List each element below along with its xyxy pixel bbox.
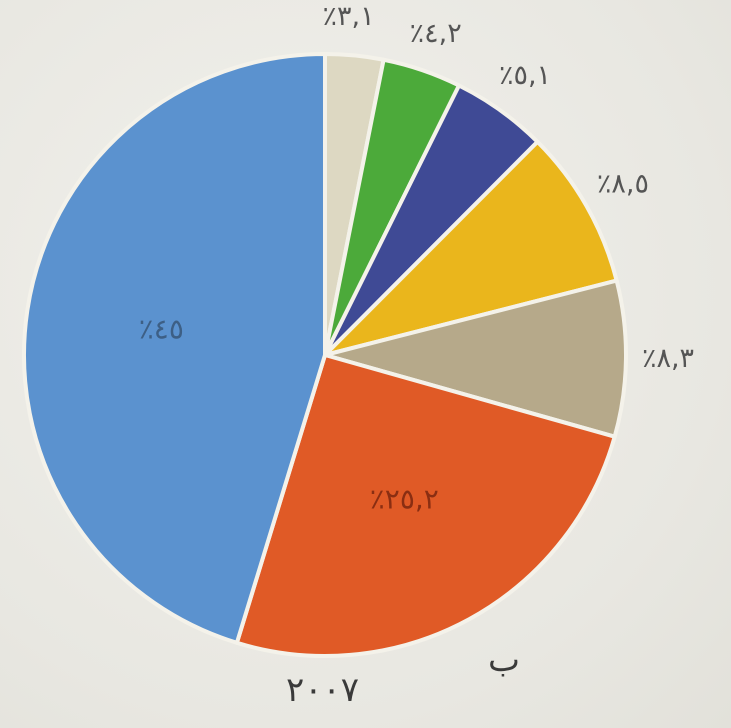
pie-slice-4 <box>323 139 619 357</box>
year-caption: ٢٠٠٧ <box>286 670 360 710</box>
pie-slice-label-3: ٪٥,١ <box>499 60 551 91</box>
pie-slice-5 <box>323 278 628 439</box>
pie-slices <box>22 52 628 658</box>
pie-slice-label-2: ٪٤,٢ <box>410 18 462 49</box>
pie-slice-label-5: ٪٨,٣ <box>642 343 694 374</box>
pie-slice-label-4: ٪٨,٥ <box>597 169 649 200</box>
pie-slice-label-7: ٪٤٥ <box>139 313 184 346</box>
pie-slice-6 <box>234 353 617 658</box>
pie-labels: ٪٣,١ ٪٤,٢ ٪٥,١ ٪٨,٥ ٪٨,٣ ٪٢٥,٢ ٪٤٥ <box>139 1 694 515</box>
pie-slice-label-6: ٪٢٥,٢ <box>370 482 439 515</box>
panel-letter: ب <box>488 640 521 680</box>
pie-slice-7 <box>22 52 327 645</box>
pie-slice-label-1: ٪٣,١ <box>323 1 375 32</box>
